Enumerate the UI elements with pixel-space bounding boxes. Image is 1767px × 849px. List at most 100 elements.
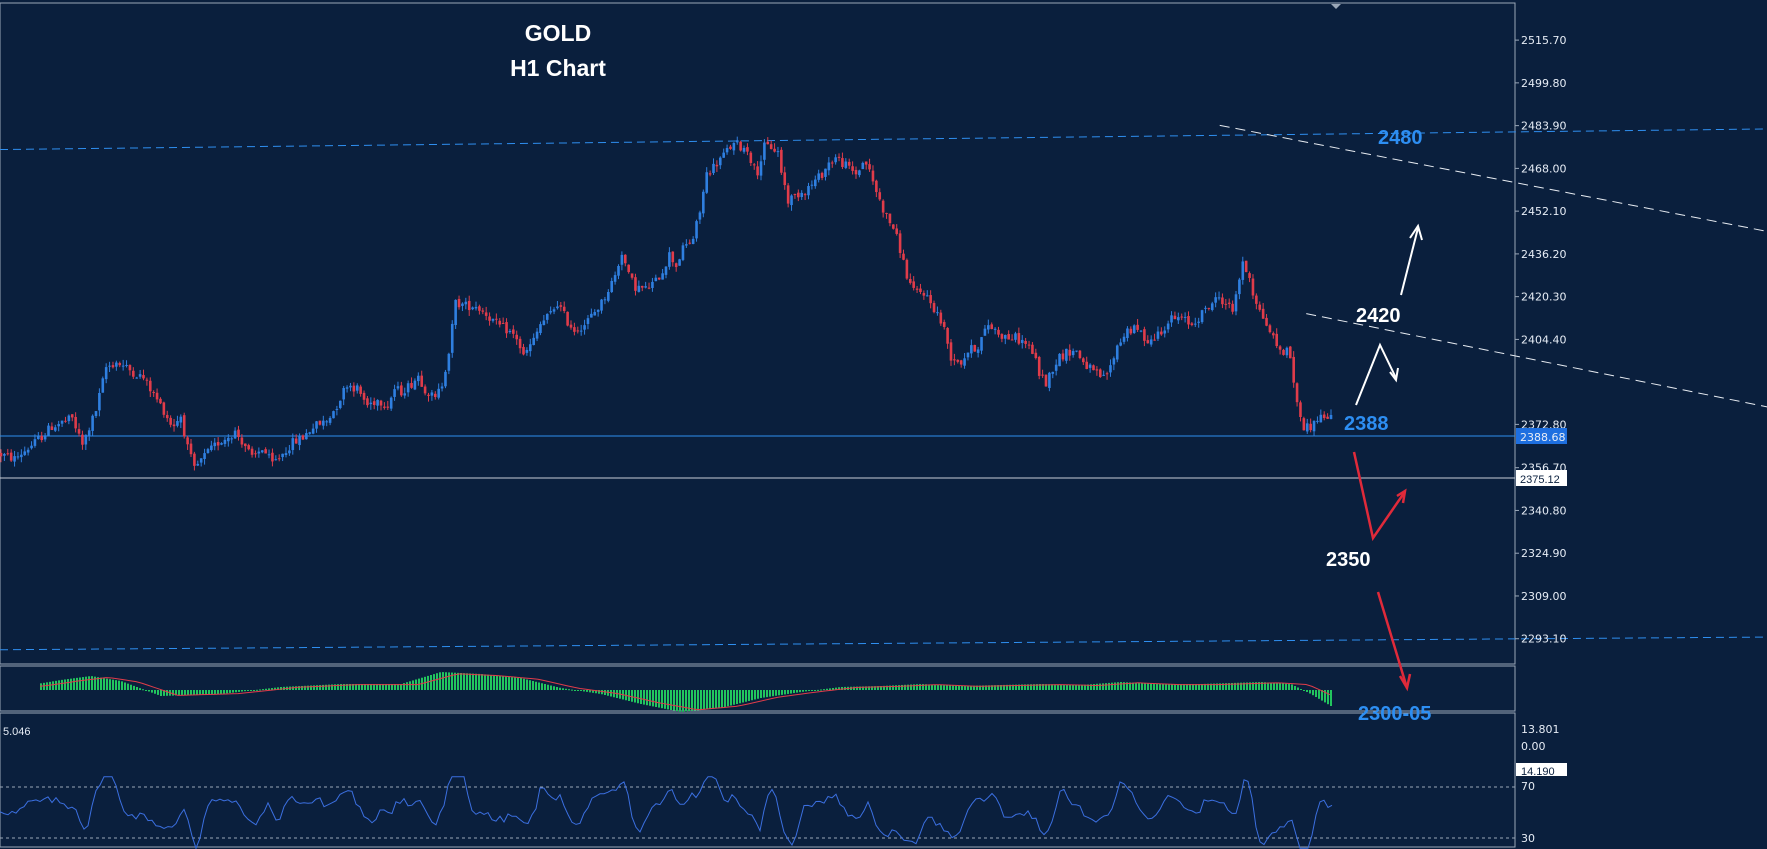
- macd-bar: [907, 684, 909, 690]
- candle: [206, 447, 210, 454]
- macd-bar: [157, 690, 159, 695]
- candle: [847, 158, 851, 170]
- candle: [861, 161, 865, 170]
- macd-bar: [454, 672, 456, 690]
- candle: [305, 429, 308, 440]
- candle: [311, 423, 315, 435]
- candle: [1105, 371, 1109, 380]
- macd-bar: [829, 688, 831, 690]
- macd-bar: [853, 686, 855, 690]
- candle: [593, 309, 597, 316]
- candle: [549, 306, 552, 315]
- candle: [813, 175, 817, 189]
- candle: [800, 190, 804, 200]
- candle: [240, 434, 244, 448]
- macd-bar: [1093, 684, 1095, 690]
- macd-bar: [1162, 684, 1164, 690]
- candle: [759, 155, 763, 181]
- price-tick-label: 2436.20: [1521, 248, 1567, 261]
- candle: [121, 359, 125, 371]
- candle: [1265, 314, 1268, 327]
- macd-bar: [487, 674, 489, 690]
- macd-bar: [586, 690, 588, 692]
- macd-bar: [1237, 682, 1239, 690]
- candle: [478, 304, 481, 315]
- macd-bar: [868, 686, 870, 690]
- macd-bar: [280, 687, 282, 690]
- macd-bar: [946, 685, 948, 690]
- candle: [1285, 346, 1289, 358]
- macd-bar: [235, 690, 237, 693]
- macd-bar: [742, 690, 744, 703]
- macd-bar: [1288, 683, 1290, 690]
- candle: [712, 158, 715, 176]
- candle: [1180, 313, 1184, 321]
- macd-bar: [541, 683, 543, 690]
- macd-bar: [961, 685, 963, 690]
- candle: [542, 315, 546, 326]
- candle: [359, 384, 362, 397]
- macd-bar: [64, 679, 66, 690]
- price-tags: 2388.68 2375.12: [1516, 428, 1567, 486]
- macd-bar: [451, 672, 453, 690]
- macd-bar: [304, 685, 306, 690]
- candle: [291, 433, 295, 455]
- candle: [763, 139, 766, 166]
- current-price-tag-label: 2375.12: [1520, 474, 1560, 486]
- macd-bar: [895, 685, 897, 690]
- macd-bar: [1174, 684, 1176, 690]
- candle: [250, 446, 254, 458]
- macd-bar: [667, 690, 669, 710]
- macd-bar: [1111, 682, 1113, 690]
- macd-bar: [760, 690, 762, 698]
- candle: [386, 400, 390, 410]
- macd-bar: [217, 690, 219, 695]
- price-tick-label: 2309.00: [1521, 590, 1567, 603]
- candle: [613, 271, 617, 285]
- candle: [1238, 277, 1241, 300]
- price-tick-label: 2340.80: [1521, 504, 1567, 517]
- macd-bar: [841, 686, 843, 690]
- candle: [67, 414, 71, 425]
- macd-bar: [1258, 682, 1260, 690]
- macd-bar: [160, 690, 162, 696]
- macd-bar: [1201, 683, 1203, 690]
- candle: [915, 285, 919, 293]
- candle: [688, 239, 692, 245]
- candle: [508, 328, 512, 334]
- candle: [1149, 335, 1153, 347]
- scenario-arrows: [1352, 223, 1423, 692]
- macd-bar: [1105, 683, 1107, 690]
- candle: [600, 298, 603, 314]
- channel-lower-line: [1306, 313, 1767, 408]
- candle: [1268, 323, 1272, 334]
- macd-bar: [880, 686, 882, 690]
- macd-bar: [277, 687, 279, 690]
- candle: [518, 336, 522, 354]
- candle: [586, 315, 590, 330]
- candle: [790, 194, 793, 211]
- candle: [922, 290, 926, 300]
- macd-bar: [1312, 690, 1314, 696]
- macd-bar: [643, 690, 645, 705]
- macd-bar: [1153, 683, 1155, 690]
- macd-bar: [322, 684, 324, 690]
- macd-bar: [1186, 684, 1188, 690]
- macd-bar: [883, 685, 885, 690]
- candle: [1231, 300, 1234, 315]
- candle: [1115, 344, 1119, 363]
- macd-bar: [199, 690, 201, 695]
- macd-bar: [754, 690, 756, 700]
- rsi-tick-30: 30: [1521, 832, 1535, 845]
- macd-bar: [781, 690, 783, 695]
- candle: [1126, 326, 1129, 342]
- macd-bar: [262, 689, 264, 691]
- macd-bar: [250, 690, 252, 691]
- candle: [671, 251, 675, 267]
- candle: [1221, 293, 1224, 309]
- macd-bar: [1324, 690, 1326, 703]
- candle: [685, 239, 688, 248]
- candle: [620, 251, 624, 271]
- macd-bar: [778, 690, 780, 696]
- macd-bar: [313, 685, 315, 690]
